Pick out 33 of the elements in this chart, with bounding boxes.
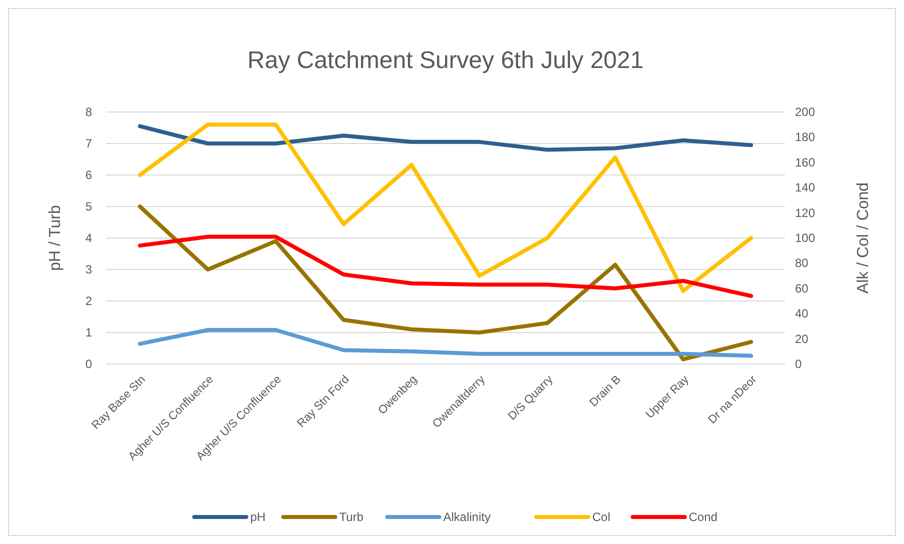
y2-tick-label: 20 <box>795 332 809 346</box>
legend-label: Turb <box>339 510 364 524</box>
y2-tick-label: 0 <box>795 357 802 371</box>
line-series <box>138 122 754 293</box>
chart-title: Ray Catchment Survey 6th July 2021 <box>247 47 644 74</box>
legend-label: Alkalinity <box>443 510 491 524</box>
line-series <box>138 328 754 358</box>
y2-tick-label: 180 <box>795 130 816 144</box>
y-tick-label: 7 <box>85 136 92 150</box>
y-tick-label: 4 <box>85 231 92 245</box>
y2-axis-title: Alk / Col / Cond <box>855 182 872 294</box>
legend-label: pH <box>250 510 266 524</box>
y2-tick-label: 120 <box>795 206 816 220</box>
legend-label: Col <box>592 510 610 524</box>
y-tick-label: 8 <box>85 105 92 119</box>
y-tick-label: 5 <box>85 200 92 214</box>
y2-tick-label: 140 <box>795 180 816 195</box>
y-axis-title: pH / Turb <box>47 205 64 271</box>
y2-tick-label: 200 <box>795 105 816 119</box>
y-tick-label: 2 <box>85 294 92 308</box>
line-series <box>138 234 754 298</box>
line-series <box>138 204 754 362</box>
y-tick-label: 1 <box>85 326 92 340</box>
y2-tick-label: 40 <box>795 306 809 321</box>
legend-label: Cond <box>688 510 718 524</box>
y2-tick-label: 100 <box>795 231 816 245</box>
y-tick-label: 6 <box>85 168 92 182</box>
y2-tick-label: 160 <box>795 155 816 170</box>
y2-tick-label: 80 <box>795 256 809 270</box>
y-tick-label: 3 <box>85 262 92 276</box>
y2-tick-label: 60 <box>795 281 809 296</box>
line-series <box>138 124 754 152</box>
y-tick-label: 0 <box>85 357 92 371</box>
